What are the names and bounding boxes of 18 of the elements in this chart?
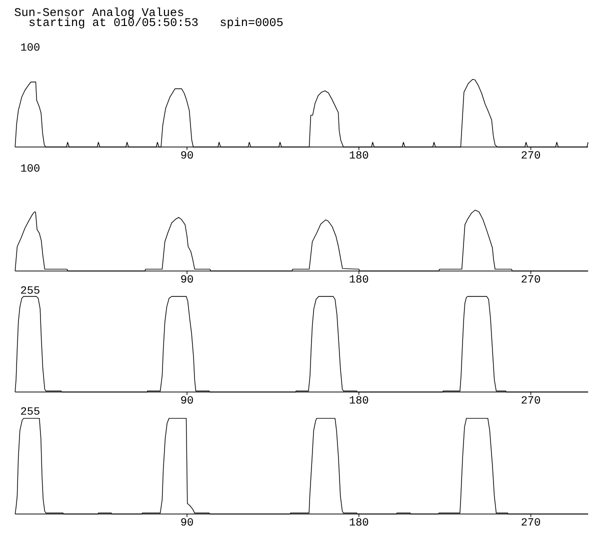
x-tick-label: 180 [350, 396, 368, 404]
text: 100 [21, 164, 40, 172]
x-tick-label: 270 [522, 396, 540, 404]
chart-subtitle: starting at 010/05:50:53 spin=0005 [29, 17, 283, 28]
x-tick-label: 90 [181, 518, 193, 526]
x-tick-label: 90 [181, 396, 193, 404]
x-tick-label: 270 [522, 275, 540, 283]
chart-title: Sun-Sensor Analog Values [14, 7, 184, 18]
x-tick-label: 270 [522, 518, 540, 526]
x-tick-label: 270 [522, 151, 540, 159]
x-tick-label: 180 [350, 275, 368, 283]
text: 255 [21, 407, 40, 415]
text: 100 [21, 43, 40, 51]
x-tick-label: 90 [181, 275, 193, 283]
x-tick-label: 180 [350, 151, 368, 159]
x-tick-label: 180 [350, 518, 368, 526]
x-tick-label: 90 [181, 151, 193, 159]
text: 255 [21, 286, 40, 294]
